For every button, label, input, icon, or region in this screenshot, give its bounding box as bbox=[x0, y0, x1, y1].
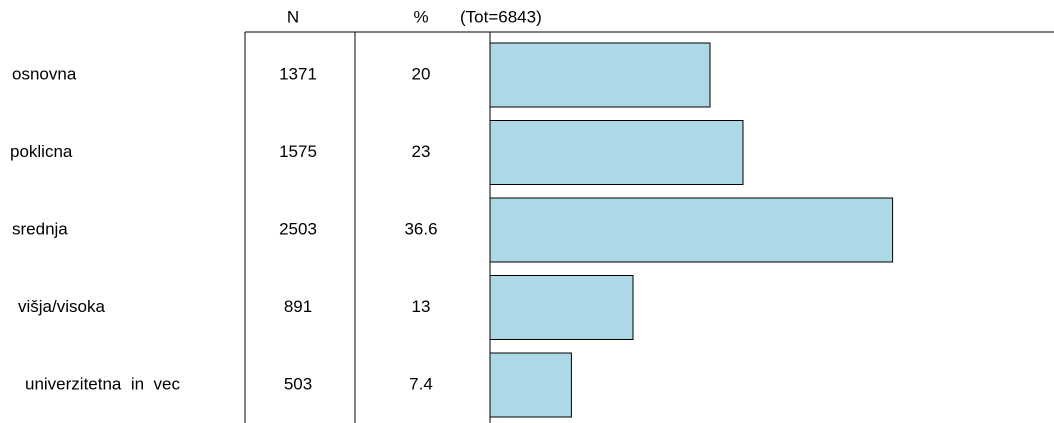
category-label: višja/visoka bbox=[18, 297, 105, 316]
total-label: (Tot=6843) bbox=[460, 7, 542, 26]
bar bbox=[489, 275, 634, 340]
percent-value: 23 bbox=[412, 142, 431, 161]
n-value: 1575 bbox=[279, 142, 317, 161]
bar bbox=[489, 120, 744, 185]
percent-value: 7.4 bbox=[409, 374, 433, 393]
percent-value: 20 bbox=[412, 64, 431, 83]
category-label: srednja bbox=[12, 219, 68, 238]
category-label: osnovna bbox=[12, 64, 77, 83]
percent-value: 13 bbox=[412, 297, 431, 316]
n-value: 503 bbox=[284, 374, 312, 393]
bar bbox=[489, 352, 572, 418]
column-header: N bbox=[287, 7, 299, 26]
category-label: univerzitetna in vec bbox=[25, 374, 180, 393]
bar bbox=[489, 42, 711, 108]
category-label: poklicna bbox=[10, 142, 73, 161]
n-value: 891 bbox=[284, 297, 312, 316]
bar bbox=[489, 197, 894, 263]
column-header: % bbox=[413, 7, 428, 26]
n-value: 2503 bbox=[279, 219, 317, 238]
percent-value: 36.6 bbox=[404, 219, 437, 238]
n-value: 1371 bbox=[279, 64, 317, 83]
